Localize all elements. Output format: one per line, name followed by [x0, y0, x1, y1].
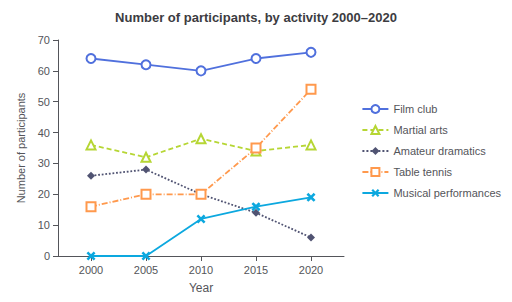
- svg-text:70: 70: [38, 34, 50, 46]
- svg-text:50: 50: [38, 96, 50, 108]
- svg-text:Martial arts: Martial arts: [393, 124, 448, 136]
- svg-text:2000: 2000: [79, 264, 103, 276]
- svg-text:2010: 2010: [189, 264, 213, 276]
- svg-text:Year: Year: [189, 281, 213, 295]
- svg-text:Film club: Film club: [393, 103, 437, 115]
- svg-text:30: 30: [38, 157, 50, 169]
- svg-text:2020: 2020: [299, 264, 323, 276]
- svg-text:40: 40: [38, 127, 50, 139]
- svg-text:Table tennis: Table tennis: [393, 166, 452, 178]
- svg-text:0: 0: [44, 250, 50, 262]
- svg-text:60: 60: [38, 65, 50, 77]
- svg-text:Number of participants, by act: Number of participants, by activity 2000…: [115, 10, 397, 25]
- svg-text:10: 10: [38, 219, 50, 231]
- svg-text:2005: 2005: [134, 264, 158, 276]
- svg-text:Amateur dramatics: Amateur dramatics: [393, 145, 486, 157]
- svg-text:2015: 2015: [244, 264, 268, 276]
- svg-text:Musical performances: Musical performances: [393, 187, 501, 199]
- svg-text:20: 20: [38, 188, 50, 200]
- svg-text:Number of participants: Number of participants: [15, 92, 27, 203]
